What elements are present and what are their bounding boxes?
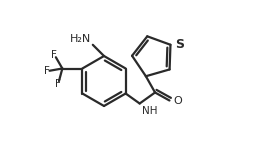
Text: O: O — [173, 96, 182, 106]
Text: H₂N: H₂N — [70, 34, 91, 44]
Text: F: F — [55, 79, 61, 89]
Text: F: F — [44, 66, 50, 76]
Text: NH: NH — [142, 106, 157, 116]
Text: F: F — [51, 50, 57, 60]
Text: S: S — [175, 38, 184, 51]
